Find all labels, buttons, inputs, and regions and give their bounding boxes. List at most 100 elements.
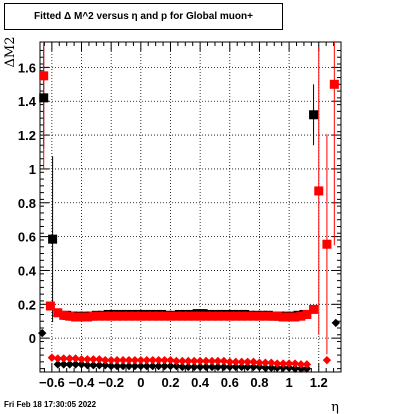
error-bars xyxy=(43,42,335,355)
diamond-marker xyxy=(154,355,163,365)
square-marker xyxy=(260,311,270,321)
diamond-marker xyxy=(273,359,282,368)
diamond-marker xyxy=(225,362,234,372)
diamond-marker xyxy=(148,361,157,371)
diamond-marker xyxy=(95,361,104,370)
square-marker xyxy=(278,312,288,322)
y-axis-title: ΔM2 xyxy=(3,37,18,68)
diamond-marker xyxy=(207,356,217,366)
square-marker xyxy=(189,311,199,321)
diamond-marker xyxy=(83,361,92,370)
diamond-marker xyxy=(284,363,294,372)
square-marker xyxy=(94,311,104,321)
diamond-marker xyxy=(106,361,116,371)
diamond-marker xyxy=(106,355,116,365)
diamond-marker xyxy=(142,355,151,365)
square-marker xyxy=(314,186,324,196)
square-marker xyxy=(77,312,87,322)
square-marker xyxy=(243,311,253,321)
square-marker xyxy=(284,312,294,322)
diamond-marker xyxy=(65,354,74,363)
diamond-marker xyxy=(160,355,169,365)
diamond-marker xyxy=(267,363,276,372)
diamond-marker xyxy=(219,362,229,372)
diamond-marker xyxy=(207,362,217,372)
square-marker xyxy=(309,304,319,314)
square-marker xyxy=(296,311,306,321)
square-marker xyxy=(183,311,193,321)
diamond-marker xyxy=(178,362,187,372)
square-marker xyxy=(309,110,319,120)
square-marker xyxy=(160,311,170,321)
square-marker xyxy=(201,311,211,321)
square-marker xyxy=(266,311,276,321)
diamond-marker xyxy=(71,354,80,363)
diamond-marker xyxy=(273,363,282,372)
tick-labels: −0.6 −0.4 −0.2 0 0.2 0.4 0.6 0.8 1 1.2 0 0.2 0.4 0.6 0… xyxy=(18,60,328,390)
diamond-marker xyxy=(112,361,122,371)
square-marker xyxy=(148,311,158,321)
diamond-marker xyxy=(178,356,187,366)
square-marker xyxy=(59,310,69,320)
diamond-marker xyxy=(237,362,246,372)
diamond-marker xyxy=(213,356,223,366)
diamond-marker xyxy=(118,355,128,365)
diamond-marker xyxy=(302,364,312,373)
diamond-marker xyxy=(278,363,288,372)
square-marker xyxy=(130,311,140,321)
diamond-marker xyxy=(148,355,157,365)
grid xyxy=(40,42,341,372)
diamond-marker xyxy=(77,360,86,369)
x-tick-label: 0.2 xyxy=(161,375,179,390)
x-tick-label: 0.6 xyxy=(221,375,239,390)
square-marker xyxy=(272,311,282,321)
diamond-marker xyxy=(296,360,306,369)
diamond-marker xyxy=(278,359,288,368)
square-marker xyxy=(290,312,300,322)
diamond-marker xyxy=(290,359,300,368)
diamond-marker xyxy=(101,361,110,370)
y-tick-label: 0.2 xyxy=(18,297,36,312)
x-tick-label: −0.4 xyxy=(69,375,95,390)
square-marker xyxy=(112,311,122,321)
y-tick-label: 0 xyxy=(29,331,36,346)
y-tick-label: 0.6 xyxy=(18,230,36,245)
diamond-marker xyxy=(243,362,252,372)
timestamp: Fri Feb 18 17:30:05 2022 xyxy=(4,400,97,409)
diamond-marker xyxy=(201,362,211,372)
diamond-marker xyxy=(213,362,223,372)
diamond-marker xyxy=(142,361,151,371)
diamond-marker xyxy=(53,354,62,363)
square-marker xyxy=(82,312,92,322)
diamond-marker xyxy=(166,355,175,365)
data-markers xyxy=(38,71,341,373)
diamond-marker xyxy=(296,364,306,373)
x-tick-label: −0.2 xyxy=(98,375,124,390)
square-marker xyxy=(249,311,259,321)
diamond-marker xyxy=(249,362,258,372)
diamond-marker xyxy=(124,361,134,371)
diamond-marker xyxy=(172,356,181,366)
diamond-marker xyxy=(154,361,163,371)
chart-title-box: Fitted Δ M^2 versus η and p for Global m… xyxy=(4,3,283,30)
diamond-marker xyxy=(172,361,181,371)
y-tick-label: 1.4 xyxy=(18,94,37,109)
diamond-marker xyxy=(118,361,128,371)
square-marker xyxy=(207,311,217,321)
square-marker xyxy=(237,311,247,321)
square-marker xyxy=(171,311,181,321)
square-marker xyxy=(48,234,58,244)
diamond-marker xyxy=(190,362,199,372)
square-marker xyxy=(154,311,164,321)
square-marker xyxy=(118,311,128,321)
x-tick-label: 0 xyxy=(137,375,144,390)
diamond-marker xyxy=(130,361,140,371)
diamond-marker xyxy=(184,362,193,372)
diamond-marker xyxy=(267,358,276,367)
square-marker xyxy=(225,311,235,321)
diamond-marker xyxy=(65,360,74,369)
diamond-marker xyxy=(225,357,234,367)
diamond-marker xyxy=(59,360,68,369)
chart-title: Fitted Δ M^2 versus η and p for Global m… xyxy=(34,11,253,22)
